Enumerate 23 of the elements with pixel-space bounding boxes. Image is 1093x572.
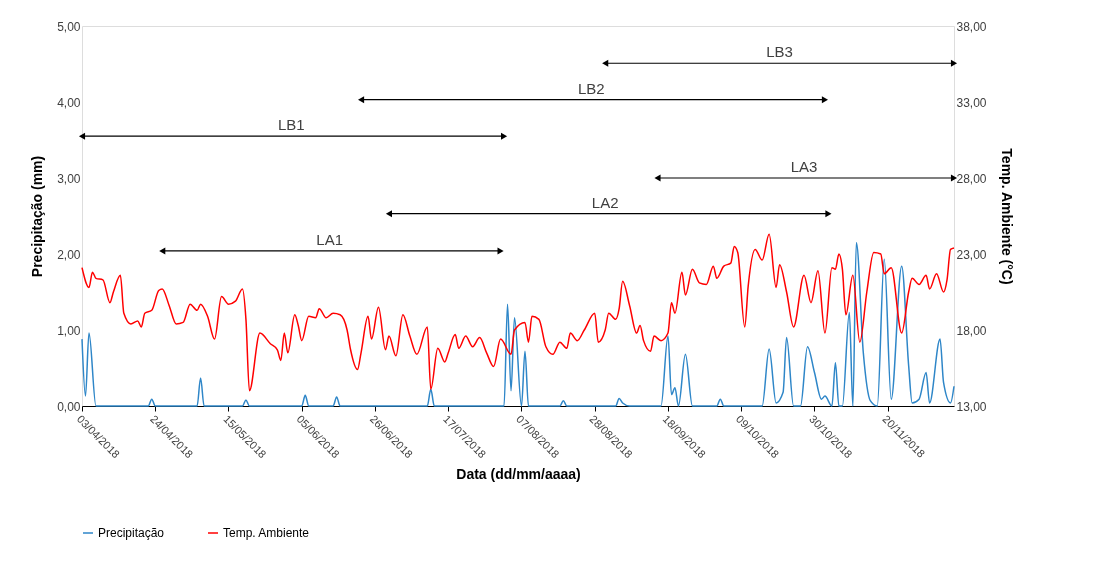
y-tick-label: 4,00 [57, 95, 81, 110]
y-axis-title: Precipitação (mm) [29, 155, 46, 278]
annotation: LA1 [316, 230, 343, 248]
y-tick-label: 1,00 [57, 323, 81, 338]
annotation: LB1 [277, 116, 305, 134]
y2-tick-label: 38,00 [956, 19, 987, 34]
x-axis-title: Data (dd/mm/aaaa) [456, 466, 581, 483]
annotation: LA3 [790, 158, 818, 175]
annotation: LB2 [577, 79, 605, 97]
y2-tick-label: 28,00 [956, 171, 987, 186]
y-tick-label: 5,00 [57, 19, 81, 34]
legend-label: Precipitação [98, 526, 165, 540]
annotation: LA2 [591, 193, 619, 211]
y-tick-label: 2,00 [57, 247, 81, 262]
y2-tick-label: 33,00 [956, 95, 987, 110]
y2-tick-label: 13,00 [956, 399, 987, 414]
y-tick-label: 3,00 [57, 171, 81, 186]
y2-tick-label: 23,00 [956, 247, 987, 262]
y2-tick-label: 18,00 [956, 323, 987, 338]
legend-label: Temp. Ambiente [223, 526, 310, 540]
annotation: LB3 [766, 43, 793, 61]
y-tick-label: 0,00 [57, 399, 81, 414]
y2-axis-title: Temp. Ambiente (°C) [998, 148, 1015, 285]
